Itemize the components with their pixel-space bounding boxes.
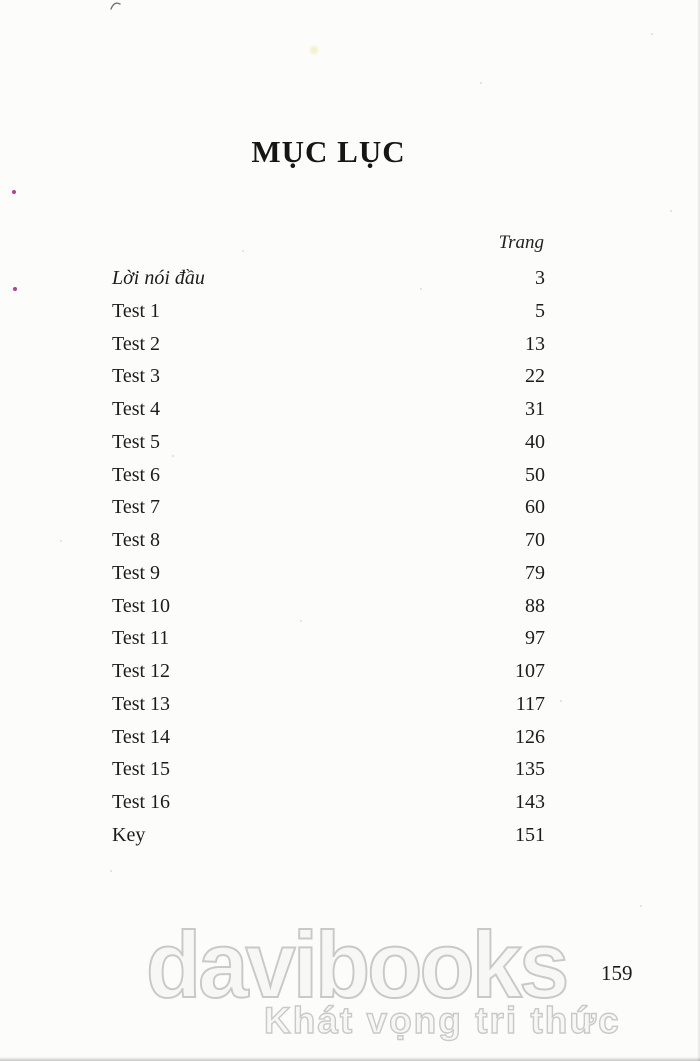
toc-row: Test 9 79 [112, 557, 545, 590]
page-number: 159 [601, 961, 633, 985]
scan-speck [12, 190, 16, 194]
toc-entry-label: Test 10 [112, 594, 171, 617]
toc-entry-label: Test 1 [112, 299, 161, 322]
toc-entry-page: 117 [515, 692, 545, 715]
toc: Trang Lời nói đầu 3 Test 1 5 Test 2 13 [112, 228, 545, 852]
scan-artifact-mark [110, 2, 121, 10]
toc-entry-page: 126 [515, 725, 545, 748]
toc-entry-label: Lời nói đầu [112, 267, 205, 289]
toc-row: Test 15 135 [112, 753, 545, 786]
toc-entry-label: Test 3 [112, 365, 161, 388]
toc-entry-page: 3 [535, 267, 545, 289]
toc-entry-page: 5 [535, 299, 545, 322]
toc-row: Lời nói đầu 3 [112, 262, 545, 295]
toc-row: Test 6 50 [112, 459, 545, 492]
toc-entry-page: 50 [525, 463, 545, 486]
scan-speck [651, 33, 653, 35]
toc-entry-page: 143 [515, 791, 545, 813]
toc-row: Test 16 143 [112, 786, 545, 819]
toc-entry-page: 13 [525, 332, 545, 355]
toc-row: Test 10 88 [112, 590, 545, 623]
page-title: MỤC LỤC [251, 134, 406, 169]
toc-entry-page: 79 [525, 561, 545, 584]
toc-row: Test 1 5 [112, 295, 545, 328]
toc-list: Lời nói đầu 3 Test 1 5 Test 2 13 Test 3 … [112, 262, 545, 852]
toc-row: Key 151 [112, 819, 545, 852]
toc-row: Test 8 70 [112, 524, 545, 557]
scan-speck [480, 82, 482, 84]
toc-entry-page: 22 [525, 365, 545, 388]
toc-entry-label: Test 9 [112, 561, 161, 584]
toc-entry-label: Test 14 [112, 725, 171, 748]
scan-speck [60, 540, 62, 542]
scan-speck [110, 870, 112, 872]
toc-entry-page: 135 [515, 758, 545, 781]
toc-entry-label: Test 12 [112, 660, 171, 682]
toc-entry-page: 70 [525, 529, 545, 551]
toc-entry-page: 107 [515, 660, 545, 682]
watermark-brand-text: davibooks [145, 912, 570, 1017]
toc-entry-label: Test 5 [112, 430, 161, 453]
toc-row: Test 11 97 [112, 622, 545, 655]
scan-speck [560, 700, 562, 702]
scan-speck [670, 210, 672, 212]
scan-speck [13, 287, 17, 291]
toc-entry-label: Test 4 [112, 398, 161, 420]
toc-entry-label: Key [112, 823, 146, 846]
toc-entry-page: 97 [525, 627, 545, 650]
toc-row: Test 2 13 [112, 328, 545, 361]
toc-row: Test 12 107 [112, 655, 545, 688]
toc-entry-label: Test 8 [112, 529, 161, 551]
toc-row: Test 3 22 [112, 360, 545, 393]
toc-entry-label: Test 11 [112, 627, 170, 650]
toc-entry-page: 151 [515, 823, 545, 846]
toc-column-header: Trang [498, 232, 544, 253]
toc-entry-label: Test 15 [112, 758, 171, 781]
toc-entry-page: 40 [525, 430, 545, 453]
toc-entry-label: Test 16 [112, 791, 171, 813]
toc-entry-page: 88 [525, 594, 545, 617]
scan-speck [640, 905, 642, 907]
toc-row: Test 5 40 [112, 426, 545, 459]
toc-entry-page: 31 [525, 398, 545, 420]
toc-row: Test 4 31 [112, 393, 545, 426]
toc-entry-label: Test 2 [112, 332, 161, 355]
watermark-tagline-text: Khát vọng tri thức [263, 1000, 621, 1041]
toc-entry-label: Test 6 [112, 463, 161, 486]
toc-entry-label: Test 13 [112, 692, 171, 715]
scan-edge-bottom [0, 1057, 700, 1061]
toc-row: Test 14 126 [112, 721, 545, 754]
scan-speck [310, 46, 318, 54]
toc-entry-label: Test 7 [112, 496, 161, 519]
toc-row: Test 7 60 [112, 491, 545, 524]
toc-entry-page: 60 [525, 496, 545, 519]
toc-row: Test 13 117 [112, 688, 545, 721]
